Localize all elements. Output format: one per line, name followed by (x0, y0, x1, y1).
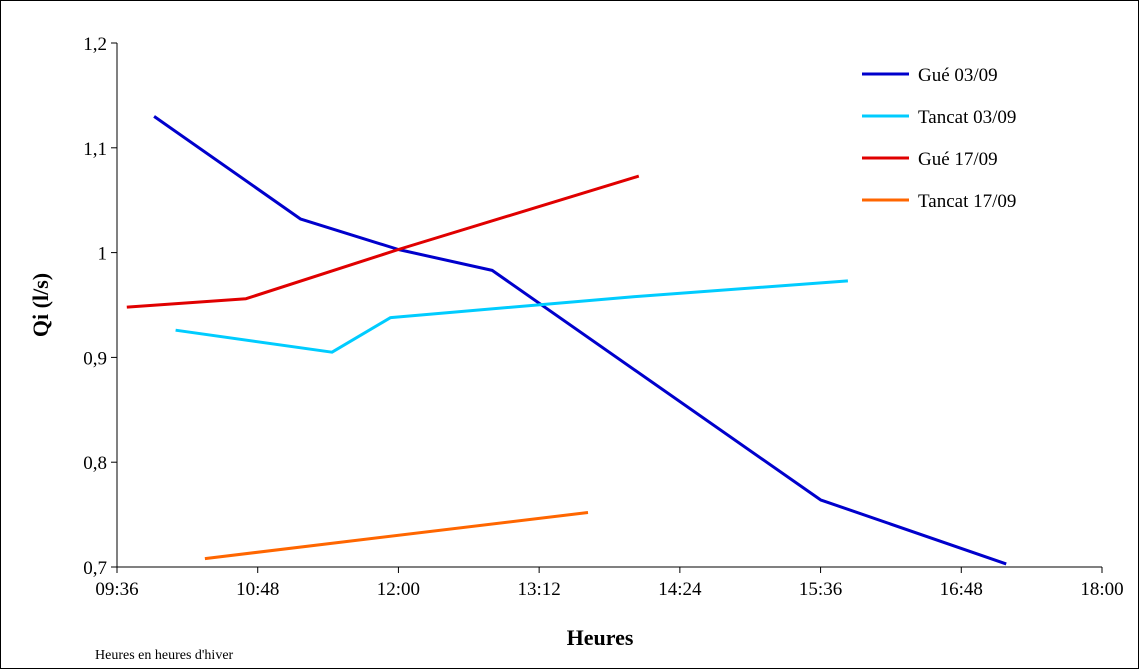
series-line-1 (153, 115, 1007, 566)
x-tick-label: 14:24 (658, 579, 702, 600)
series-line-2 (175, 279, 849, 354)
x-tick-label: 15:36 (799, 579, 842, 600)
axes: 0,7 0,8 0,9 1 1,1 1,2 09:36 10:48 12:00 13:12 14:2… (83, 34, 1123, 600)
legend-label: Gué 03/09 (918, 65, 998, 86)
x-tick-label: 16:48 (940, 579, 983, 600)
y-tick-label: 1,2 (83, 34, 107, 55)
series-line-3 (126, 174, 640, 309)
x-axis-title: Heures (567, 625, 634, 650)
legend-label: Tancat 17/09 (918, 191, 1016, 212)
legend-label: Tancat 03/09 (918, 107, 1016, 128)
x-tick-label: 09:36 (95, 579, 138, 600)
y-axis-title: Qi (l/s) (28, 273, 53, 337)
series-line-4 (204, 511, 589, 561)
y-tick-label: 0,9 (83, 348, 107, 369)
series-layer (126, 115, 1007, 566)
chart-note: Heures en heures d'hiver (95, 648, 234, 663)
x-tick-label: 18:00 (1080, 579, 1123, 600)
x-tick-label: 10:48 (236, 579, 279, 600)
y-tick-label: 0,7 (83, 558, 107, 579)
legend-label: Gué 17/09 (918, 149, 998, 170)
legend: Gué 03/09 Tancat 03/09 Gué 17/09 Tancat 17/… (862, 65, 1016, 212)
x-tick-label: 12:00 (377, 579, 420, 600)
y-tick-label: 0,8 (83, 453, 107, 474)
y-tick-label: 1,1 (83, 139, 107, 160)
y-tick-label: 1 (98, 244, 108, 265)
x-tick-label: 13:12 (518, 579, 561, 600)
